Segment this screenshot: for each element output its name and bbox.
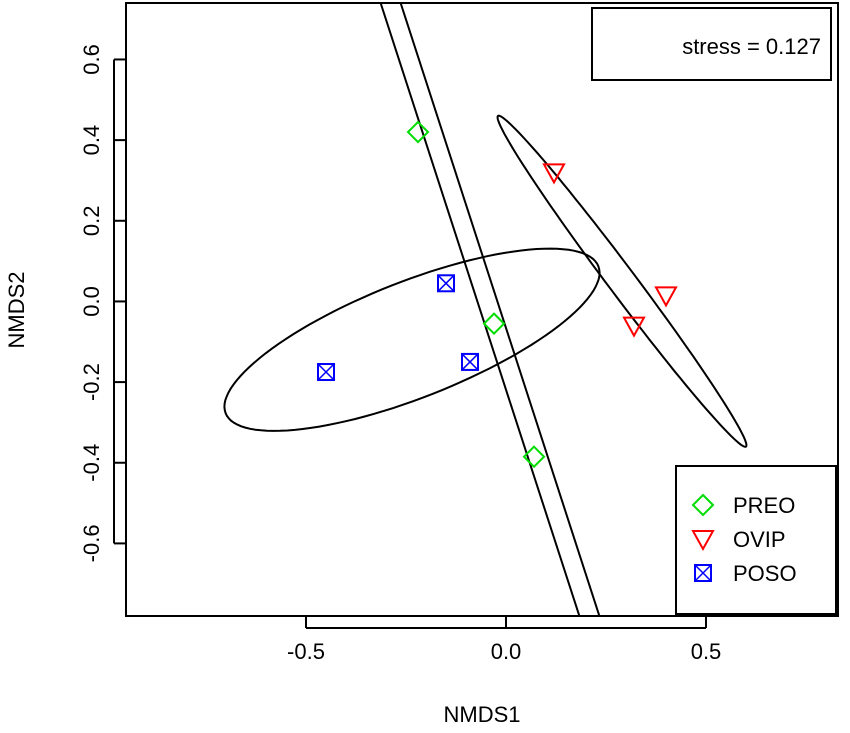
point-preo — [406, 120, 430, 144]
point-poso — [437, 274, 455, 293]
x-tick-label: 0.0 — [491, 639, 522, 664]
x-tick-label: -0.5 — [287, 639, 325, 664]
y-tick-label: -0.2 — [79, 363, 104, 401]
legend-label-ovip: OVIP — [733, 527, 786, 552]
ellipse-preo — [379, 3, 601, 616]
x-tick-label: 0.5 — [691, 639, 722, 664]
legend: PREO OVIP POSO — [675, 465, 837, 615]
legend-marker-poso — [694, 564, 712, 582]
point-poso — [461, 352, 479, 371]
legend-label-preo: PREO — [733, 493, 795, 518]
legend-marker-ovip — [691, 530, 715, 552]
y-tick-label: -0.6 — [79, 524, 104, 562]
plot-frame — [125, 2, 839, 617]
x-axis-title: NMDS1 — [443, 702, 520, 727]
y-tick-label: 0.2 — [79, 205, 104, 236]
stress-box-border — [591, 7, 832, 81]
point-layer — [317, 120, 678, 469]
y-axis-title: NMDS2 — [4, 271, 29, 348]
y-tick-label: -0.4 — [79, 444, 104, 482]
point-poso — [317, 363, 335, 382]
ellipse-layer — [223, 3, 748, 616]
stress-label: stress = 0.127 — [682, 34, 821, 59]
ellipse-ovip — [496, 114, 748, 448]
ellipse-poso — [223, 247, 601, 432]
point-ovip — [622, 316, 646, 338]
axis-layer: -0.5 0.0 0.5 -0.6 -0.4 -0.2 0.0 0.2 0.4 0.6 — [79, 44, 721, 664]
stress-box: stress = 0.127 — [591, 7, 832, 81]
point-preo — [522, 445, 546, 469]
y-tick-label: 0.4 — [79, 125, 104, 156]
point-ovip — [542, 163, 566, 185]
legend-border — [675, 465, 837, 615]
point-ovip — [654, 286, 678, 308]
y-tick-label: 0.6 — [79, 44, 104, 75]
legend-label-poso: POSO — [733, 561, 797, 586]
y-tick-label: 0.0 — [79, 286, 104, 317]
point-preo — [482, 312, 506, 336]
legend-marker-preo — [691, 493, 715, 517]
